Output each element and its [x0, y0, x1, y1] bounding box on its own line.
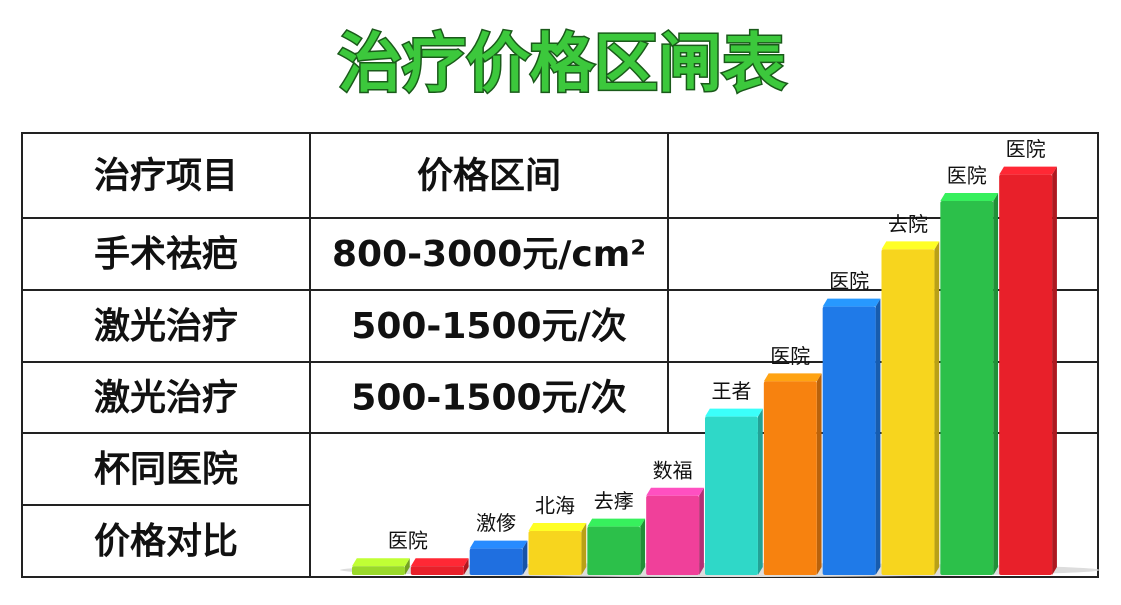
bar	[940, 201, 994, 575]
bar-label: 数福	[653, 458, 693, 482]
bar-top	[822, 298, 881, 307]
bar	[822, 306, 876, 575]
bar-side	[875, 298, 881, 575]
bar-side	[404, 558, 410, 575]
table-cell: 500-1500元/次	[351, 378, 626, 419]
bar-side	[757, 408, 763, 575]
bar-label: 北海	[535, 494, 575, 518]
bar-side	[640, 518, 646, 575]
bar	[528, 531, 582, 575]
bar-top	[881, 241, 940, 250]
bar	[705, 416, 758, 575]
bar-side	[581, 523, 587, 575]
bar-label: 医院	[388, 529, 428, 553]
bar-top	[940, 193, 999, 201]
bar-top	[469, 540, 528, 549]
bar-side	[993, 193, 999, 575]
table-cell: 价格区间	[417, 156, 561, 197]
bar-label: 王者	[711, 379, 751, 403]
table-cell: 激光治疗	[94, 306, 238, 347]
bar-top	[646, 487, 704, 496]
bar-label: 医院	[770, 344, 810, 368]
bar	[763, 381, 817, 575]
bar-top	[763, 373, 822, 382]
bar-top	[999, 166, 1057, 175]
bar-top	[528, 523, 587, 531]
table-cell: 价格对比	[94, 521, 238, 562]
bar-side	[522, 540, 528, 575]
bar-side	[1052, 166, 1057, 575]
bar-top	[705, 408, 763, 417]
bar	[881, 249, 935, 575]
bar	[646, 495, 700, 575]
bar-label: 去院	[888, 212, 928, 236]
bar	[469, 548, 523, 575]
bar-side	[816, 373, 822, 575]
title: 治疗价格区闸表	[338, 28, 786, 102]
bar-label: 激偧	[476, 511, 516, 535]
bar-top	[587, 518, 646, 527]
table-cell: 手术祛疤	[94, 234, 238, 275]
bar	[999, 174, 1053, 575]
bar	[352, 566, 405, 575]
bar-side	[463, 558, 469, 575]
table-cell: 杯同医院	[94, 449, 238, 490]
bar-label: 医院	[1006, 137, 1046, 161]
table-cell: 治疗项目	[94, 156, 238, 197]
bar-side	[934, 241, 940, 575]
bar-label: 医院	[829, 269, 869, 293]
table-cell: 500-1500元/次	[351, 306, 626, 347]
bar-label: 去痵	[594, 489, 634, 513]
table-cell: 激光治疗	[94, 378, 238, 419]
bar	[410, 566, 464, 575]
bar-top	[352, 558, 410, 567]
bar	[587, 526, 641, 575]
bar-label: 医院	[947, 164, 987, 188]
bar-side	[699, 487, 704, 575]
table-cell: 800-3000元/cm²	[332, 234, 646, 275]
bar-top	[410, 558, 469, 567]
table-border	[21, 132, 1099, 578]
